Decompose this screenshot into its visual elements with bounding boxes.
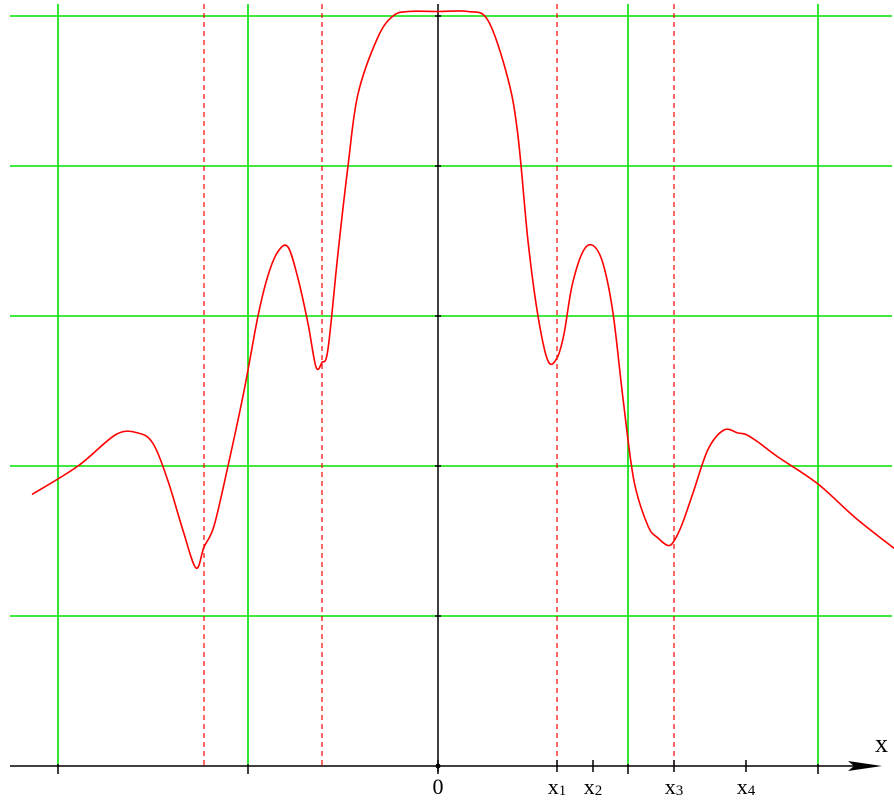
x-tick-label: x2 bbox=[584, 774, 603, 799]
x-tick-label: x1 bbox=[548, 774, 567, 799]
series-line-0 bbox=[31, 10, 894, 569]
axes bbox=[10, 4, 882, 774]
x-tick-label: x3 bbox=[665, 774, 684, 799]
labels: 0 x1 x2 x3 x4 x bbox=[433, 729, 889, 799]
grid bbox=[10, 4, 892, 766]
series-layer bbox=[31, 10, 894, 569]
x-axis-arrow bbox=[848, 761, 882, 771]
x-tick-label: x4 bbox=[737, 774, 756, 799]
minima-markers bbox=[203, 4, 675, 766]
x-tick-label: 0 bbox=[433, 774, 444, 799]
x-axis-label: x bbox=[875, 729, 888, 758]
